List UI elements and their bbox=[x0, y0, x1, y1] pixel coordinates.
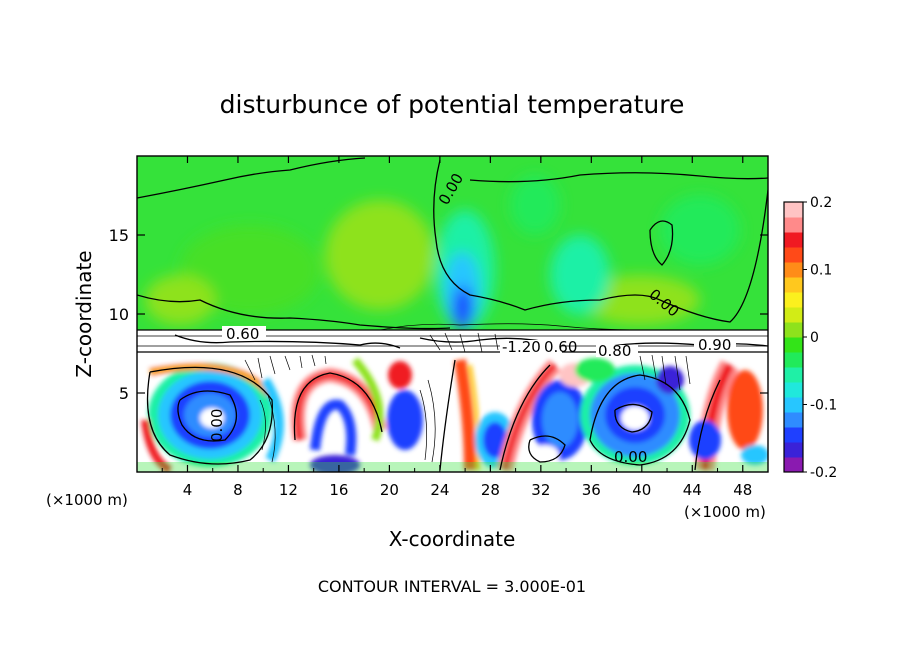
x-tick-label: 4 bbox=[183, 481, 193, 499]
x-unit-right: (×1000 m) bbox=[684, 503, 766, 521]
x-tick-label: 16 bbox=[329, 481, 348, 499]
x-axis: 4 8 12 16 20 24 28 32 36 40 44 48 bbox=[161, 156, 752, 499]
contour-label: 0.60 bbox=[226, 325, 259, 343]
lower-field bbox=[137, 354, 768, 472]
x-tick-label: 40 bbox=[632, 481, 651, 499]
colorbar-tick-label: -0.1 bbox=[810, 398, 837, 414]
colorbar-segment bbox=[784, 457, 803, 473]
x-tick-label: 48 bbox=[733, 481, 752, 499]
colorbar-tick-label: 0.2 bbox=[810, 195, 832, 211]
y-axis-label: Z-coordinate bbox=[72, 250, 96, 377]
x-tick-label: 8 bbox=[233, 481, 243, 499]
colorbar-segment bbox=[784, 427, 803, 443]
colorbar-segment bbox=[784, 337, 803, 353]
contour-interval-note: CONTOUR INTERVAL = 3.000E-01 bbox=[318, 577, 586, 596]
contour-label: 0.00 bbox=[208, 409, 226, 442]
contour-label: 0.60 bbox=[544, 338, 577, 356]
colorbar-segment bbox=[784, 292, 803, 308]
colorbar-segment bbox=[784, 262, 803, 278]
x-tick-label: 20 bbox=[380, 481, 399, 499]
colorbar-tick-label: 0 bbox=[810, 330, 819, 346]
colorbar-segment bbox=[784, 322, 803, 338]
contour-clutter bbox=[244, 323, 691, 463]
colorbar bbox=[784, 202, 803, 473]
colorbar-ticks: 0.2 0.1 0 -0.1 -0.2 bbox=[803, 195, 837, 481]
x-axis-label: X-coordinate bbox=[389, 527, 516, 551]
x-unit-left: (×1000 m) bbox=[46, 491, 128, 509]
upper-field bbox=[145, 175, 740, 330]
colorbar-segment bbox=[784, 247, 803, 263]
contour-label: 0.90 bbox=[698, 336, 731, 354]
contour-label: 0.00 bbox=[614, 448, 647, 466]
x-tick-label: 12 bbox=[279, 481, 298, 499]
x-tick-label: 36 bbox=[582, 481, 601, 499]
x-tick-label: 24 bbox=[430, 481, 449, 499]
chart-title: disturbunce of potential temperature bbox=[220, 90, 685, 119]
colorbar-segment bbox=[784, 307, 803, 323]
colorbar-segment bbox=[784, 352, 803, 368]
x-tick-label: 32 bbox=[531, 481, 550, 499]
contour-label-boxes bbox=[222, 326, 736, 357]
colorbar-tick-label: -0.2 bbox=[810, 465, 837, 481]
colorbar-segment bbox=[784, 442, 803, 458]
colorbar-segment bbox=[784, 217, 803, 233]
colorbar-segment bbox=[784, 232, 803, 248]
colorbar-segment bbox=[784, 397, 803, 413]
colorbar-segment bbox=[784, 382, 803, 398]
x-tick-label: 28 bbox=[481, 481, 500, 499]
plot-area: 0.00 0.00 0.60 -1.20 0.60 0.80 0.90 0.00… bbox=[137, 156, 768, 472]
y-tick-label: 15 bbox=[109, 226, 129, 245]
colorbar-segment bbox=[784, 412, 803, 428]
colorbar-tick-label: 0.1 bbox=[810, 263, 832, 279]
contour-label: -1.20 bbox=[502, 338, 541, 356]
y-axis: 5 10 15 bbox=[109, 226, 768, 403]
colorbar-segment bbox=[784, 277, 803, 293]
contour-label: 0.80 bbox=[598, 342, 631, 360]
x-tick-label: 44 bbox=[683, 481, 702, 499]
colorbar-segment bbox=[784, 367, 803, 383]
colorbar-segment bbox=[784, 202, 803, 218]
y-tick-label: 5 bbox=[119, 384, 129, 403]
y-tick-label: 10 bbox=[109, 305, 129, 324]
